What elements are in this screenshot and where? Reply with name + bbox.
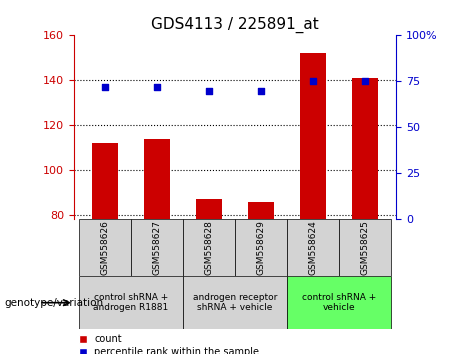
Text: GSM558628: GSM558628 <box>205 220 213 275</box>
Point <box>154 84 161 90</box>
Text: GSM558624: GSM558624 <box>309 221 318 275</box>
Point <box>257 88 265 93</box>
Point <box>361 79 369 84</box>
Text: GSM558629: GSM558629 <box>257 220 266 275</box>
Bar <box>196 199 222 219</box>
Bar <box>92 143 118 219</box>
Text: GSM558627: GSM558627 <box>153 220 161 275</box>
Point <box>309 79 317 84</box>
Bar <box>339 219 391 276</box>
Title: GDS4113 / 225891_at: GDS4113 / 225891_at <box>151 16 319 33</box>
Text: control shRNA +
androgen R1881: control shRNA + androgen R1881 <box>94 293 169 312</box>
Bar <box>79 276 183 329</box>
Bar <box>183 276 287 329</box>
Bar <box>79 219 131 276</box>
Text: GSM558625: GSM558625 <box>361 220 370 275</box>
Bar <box>235 219 287 276</box>
Bar <box>131 219 183 276</box>
Text: genotype/variation: genotype/variation <box>5 298 104 308</box>
Bar <box>287 219 339 276</box>
Text: control shRNA +
vehicle: control shRNA + vehicle <box>302 293 376 312</box>
Bar <box>352 78 378 219</box>
Bar <box>144 139 170 219</box>
Text: GSM558626: GSM558626 <box>100 220 110 275</box>
Legend: count, percentile rank within the sample: count, percentile rank within the sample <box>79 334 259 354</box>
Bar <box>287 276 391 329</box>
Point <box>206 88 213 93</box>
Point <box>101 84 109 90</box>
Bar <box>300 53 326 219</box>
Bar <box>183 219 235 276</box>
Text: androgen receptor
shRNA + vehicle: androgen receptor shRNA + vehicle <box>193 293 278 312</box>
Bar <box>248 201 274 219</box>
